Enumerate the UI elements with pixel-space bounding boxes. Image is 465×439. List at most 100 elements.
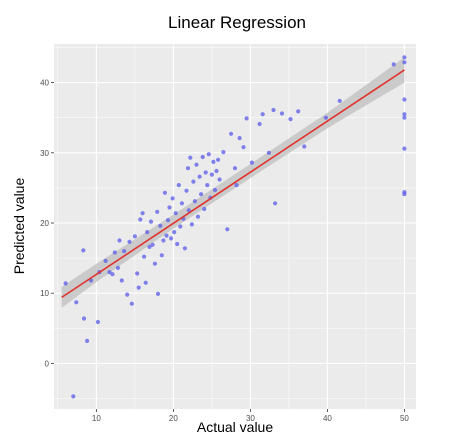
data-point xyxy=(241,145,246,150)
x-tick-label: 40 xyxy=(323,414,332,423)
data-point xyxy=(402,112,407,117)
data-point xyxy=(199,192,204,197)
data-point xyxy=(147,244,152,249)
data-point xyxy=(205,183,210,188)
chart-title: Linear Regression xyxy=(168,13,306,32)
data-point xyxy=(107,270,112,275)
data-point xyxy=(184,188,189,193)
data-point xyxy=(81,248,86,253)
data-point xyxy=(103,258,108,263)
data-point xyxy=(110,272,115,277)
data-point xyxy=(197,174,202,179)
data-point xyxy=(203,170,208,175)
data-point xyxy=(169,236,174,241)
data-point xyxy=(214,168,219,174)
data-point xyxy=(217,177,222,182)
data-point xyxy=(194,162,199,167)
data-point xyxy=(188,155,193,160)
y-tick-label: 0 xyxy=(45,359,50,368)
regression-line xyxy=(61,69,405,299)
data-point xyxy=(232,166,238,171)
data-point xyxy=(402,146,407,151)
data-point xyxy=(95,319,100,325)
x-tick-label: 20 xyxy=(169,414,178,423)
data-point xyxy=(117,238,122,243)
data-point xyxy=(202,206,207,212)
data-point xyxy=(237,136,242,141)
data-point xyxy=(142,254,147,259)
data-point xyxy=(74,300,79,305)
data-point xyxy=(296,109,301,114)
confidence-band xyxy=(61,57,405,308)
y-tick-label: 30 xyxy=(40,149,49,158)
data-point xyxy=(178,224,183,229)
data-point xyxy=(216,157,221,162)
data-point xyxy=(138,217,143,222)
data-point xyxy=(229,131,234,136)
data-point xyxy=(155,291,161,296)
data-point xyxy=(136,285,141,290)
data-point xyxy=(402,60,407,65)
x-axis-ticks: 10 20 30 40 50 xyxy=(92,409,409,423)
data-point xyxy=(143,280,148,285)
data-point xyxy=(266,150,271,155)
data-point xyxy=(129,301,134,306)
data-point xyxy=(176,183,181,188)
data-point xyxy=(122,249,127,254)
data-point xyxy=(206,152,211,157)
data-point xyxy=(159,253,164,258)
data-point xyxy=(162,190,167,195)
data-point xyxy=(167,205,172,210)
data-point xyxy=(170,196,175,201)
y-axis-ticks: 0 10 20 30 40 xyxy=(40,79,54,368)
data-point xyxy=(271,107,276,113)
data-point xyxy=(189,222,194,227)
data-point xyxy=(158,223,163,228)
data-point xyxy=(145,230,150,235)
data-point xyxy=(185,166,191,171)
data-point xyxy=(191,179,196,184)
data-point xyxy=(173,211,178,216)
data-point xyxy=(165,218,171,223)
data-point xyxy=(71,394,76,399)
data-point xyxy=(161,238,166,243)
data-point xyxy=(225,227,230,232)
data-point xyxy=(302,144,307,149)
data-point xyxy=(323,115,328,120)
data-point xyxy=(402,55,407,60)
x-tick-label: 30 xyxy=(246,414,255,423)
data-point xyxy=(63,281,68,286)
major-gridlines xyxy=(54,44,416,409)
x-tick-label: 50 xyxy=(400,414,409,423)
data-point xyxy=(200,154,205,160)
data-point xyxy=(155,209,160,214)
data-point xyxy=(195,214,201,219)
data-point xyxy=(257,121,262,127)
y-tick-label: 20 xyxy=(40,219,49,228)
data-point xyxy=(337,98,342,103)
y-tick-label: 40 xyxy=(40,79,49,88)
data-point xyxy=(125,292,130,297)
data-point xyxy=(140,211,145,216)
data-point xyxy=(211,159,216,164)
data-point xyxy=(135,271,140,276)
data-point xyxy=(172,230,177,235)
data-point xyxy=(148,219,154,224)
data-point xyxy=(164,233,169,238)
data-point xyxy=(273,201,278,206)
data-point xyxy=(150,242,155,247)
data-point xyxy=(192,199,197,204)
data-point xyxy=(127,239,132,244)
data-point xyxy=(112,250,117,255)
y-axis-title: Predicted value xyxy=(11,178,27,275)
data-point xyxy=(182,246,187,251)
data-point xyxy=(402,115,407,120)
data-point xyxy=(249,160,254,165)
data-point xyxy=(402,192,407,197)
data-point xyxy=(260,112,265,117)
data-point xyxy=(244,116,249,121)
y-tick-label: 10 xyxy=(40,289,49,298)
data-point xyxy=(288,117,293,122)
data-point xyxy=(115,265,120,270)
